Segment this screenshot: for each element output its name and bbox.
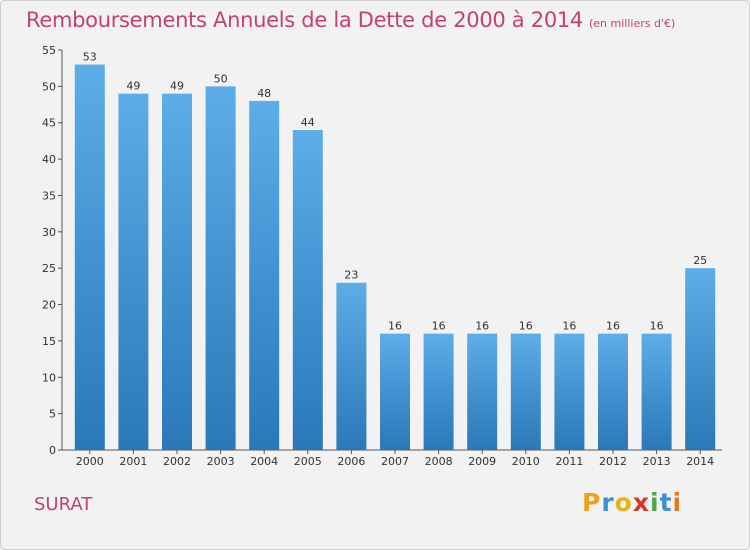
x-tick-label: 2004 — [250, 455, 278, 468]
value-label-2002: 49 — [170, 80, 184, 93]
value-label-2003: 50 — [214, 72, 228, 85]
bar-2007 — [380, 333, 410, 450]
labels: 2000 53 2001 49 2002 49 2003 50 2004 48 2005 44 2006… — [76, 51, 714, 468]
value-label-2009: 16 — [475, 320, 489, 333]
x-tick-label: 2005 — [294, 455, 322, 468]
page-subtitle: (en milliers d'€) — [589, 17, 676, 30]
x-tick-label: 2010 — [512, 455, 540, 468]
page-title: Remboursements Annuels de la Dette de 20… — [26, 8, 583, 32]
value-label-2007: 16 — [388, 320, 402, 333]
y-tick-label: 30 — [42, 226, 56, 239]
value-label-2008: 16 — [432, 320, 446, 333]
value-label-2004: 48 — [257, 87, 271, 100]
logo-letter: i — [650, 488, 660, 517]
y-tick-label: 15 — [42, 335, 56, 348]
value-label-2001: 49 — [126, 80, 140, 93]
x-tick-label: 2014 — [686, 455, 714, 468]
bar-2004 — [249, 100, 280, 450]
x-tick-label: 2001 — [119, 455, 147, 468]
y-tick-label: 55 — [42, 44, 56, 57]
x-tick-label: 2008 — [425, 455, 453, 468]
y-tick-label: 45 — [42, 117, 56, 130]
bar-2009 — [467, 333, 498, 450]
value-label-2000: 53 — [83, 51, 97, 64]
bar-2003 — [205, 86, 236, 450]
bar-2013 — [641, 333, 672, 450]
bars — [74, 64, 716, 451]
logo-letter: x — [632, 488, 650, 517]
logo-letter: P — [582, 488, 602, 517]
logo-letter: o — [614, 488, 633, 517]
proxiti-logo: Proxiti — [582, 488, 682, 517]
y-tick-label: 0 — [49, 444, 56, 457]
commune-name: SURAT — [34, 494, 93, 515]
x-tick-label: 2003 — [207, 455, 235, 468]
logo-letter: t — [659, 488, 673, 517]
x-tick-label: 2006 — [337, 455, 365, 468]
bar-2011 — [554, 333, 585, 450]
bar-2005 — [292, 130, 323, 450]
logo-letter: i — [672, 488, 683, 517]
value-label-2012: 16 — [606, 320, 620, 333]
bar-2001 — [118, 93, 149, 451]
x-tick-label: 2013 — [643, 455, 671, 468]
y-tick-label: 10 — [42, 371, 56, 384]
y-tick-label: 35 — [42, 189, 56, 202]
y-tick-label: 25 — [42, 262, 56, 275]
logo-letter: r — [601, 488, 615, 517]
y-tick-label: 40 — [42, 153, 56, 166]
bar-2010 — [510, 333, 541, 450]
x-tick-label: 2002 — [163, 455, 191, 468]
bar-2000 — [74, 64, 105, 450]
value-label-2005: 44 — [301, 116, 315, 129]
bar-2014 — [685, 268, 716, 450]
y-tick-label: 20 — [42, 299, 56, 312]
value-label-2013: 16 — [650, 320, 664, 333]
x-tick-label: 2007 — [381, 455, 409, 468]
x-tick-label: 2000 — [76, 455, 104, 468]
bar-2008 — [423, 333, 454, 450]
x-tick-label: 2009 — [468, 455, 496, 468]
bar-2006 — [336, 282, 367, 450]
y-tick-label: 5 — [49, 408, 56, 421]
value-label-2011: 16 — [562, 320, 576, 333]
value-label-2014: 25 — [693, 254, 707, 267]
value-label-2010: 16 — [519, 320, 533, 333]
y-tick-label: 50 — [42, 80, 56, 93]
bar-2002 — [162, 93, 192, 451]
x-tick-label: 2012 — [599, 455, 627, 468]
bar-2012 — [598, 333, 628, 450]
title-block: Remboursements Annuels de la Dette de 20… — [26, 8, 675, 32]
x-tick-label: 2011 — [555, 455, 583, 468]
value-label-2006: 23 — [344, 269, 358, 282]
